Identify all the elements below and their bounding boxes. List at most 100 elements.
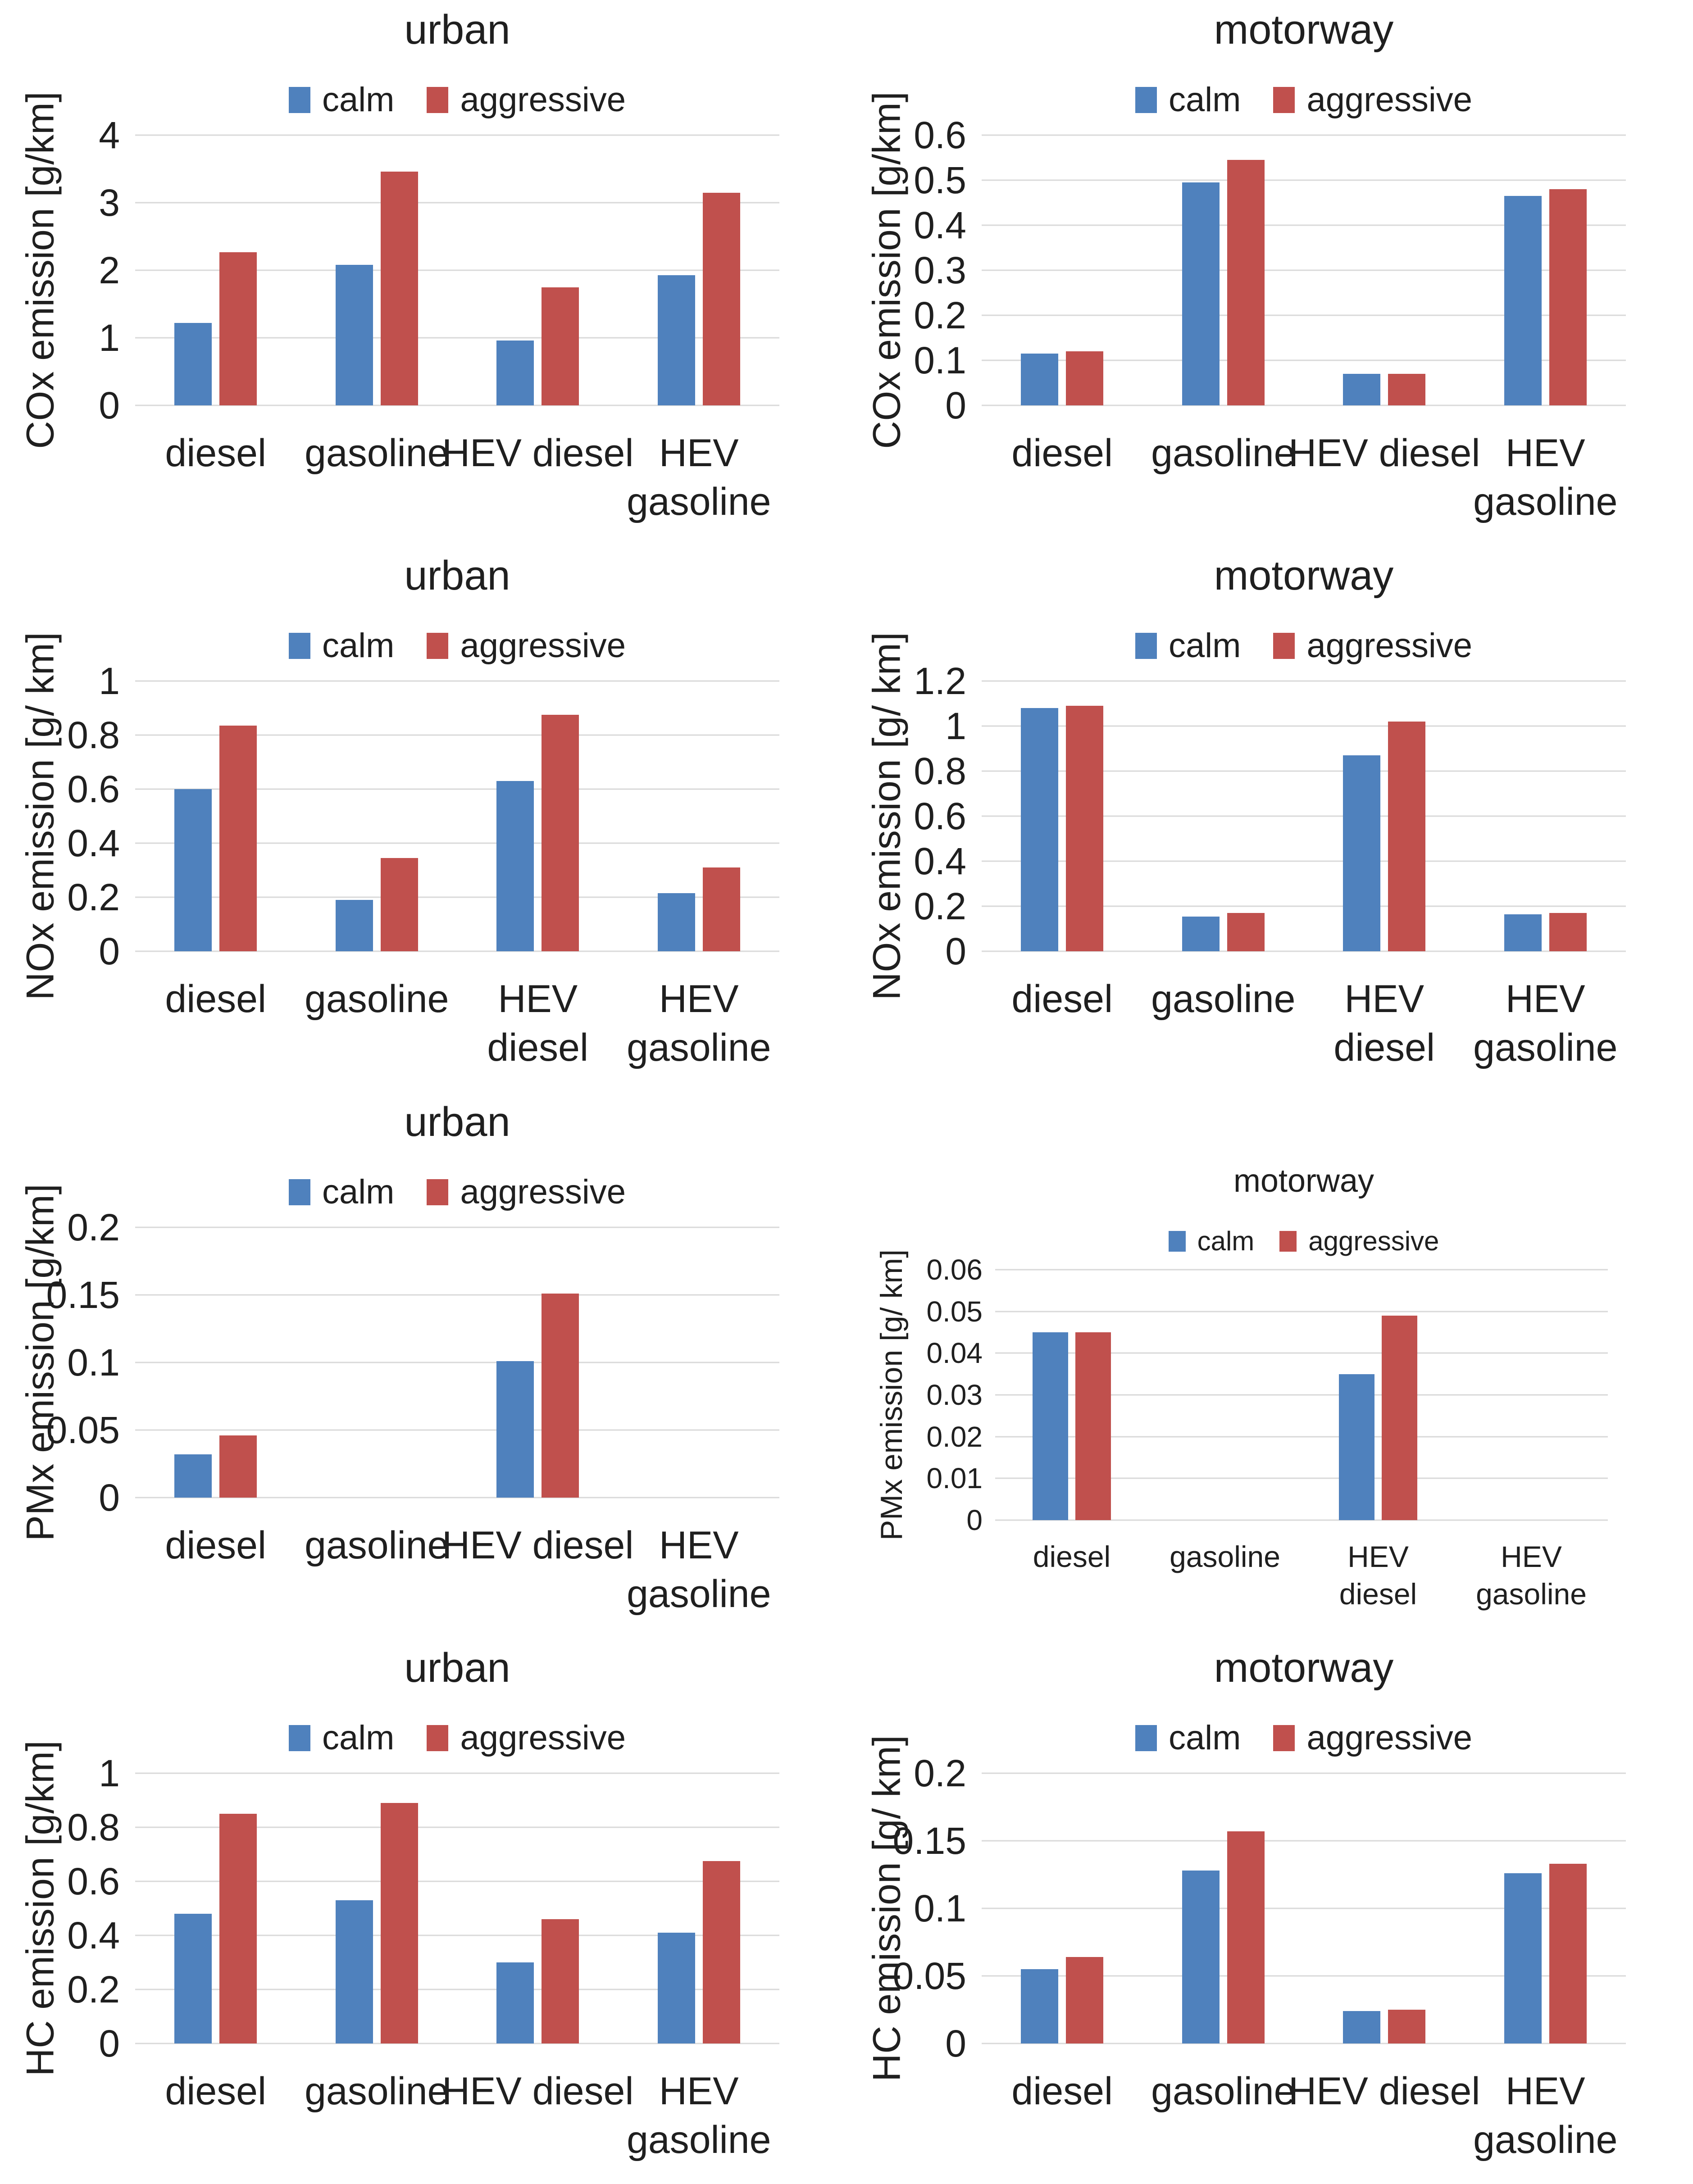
y-tick-label: 0.05: [892, 1955, 967, 1997]
gridline: [982, 815, 1626, 817]
x-category-label-diesel: diesel: [165, 431, 267, 475]
x-category-label-hev-diesel: HEV diesel: [442, 431, 634, 475]
y-tick-label: 0: [966, 1504, 983, 1536]
chart-cox-motorway: motorway calm aggressive COx emission [g/…: [846, 0, 1693, 546]
y-tick-label: 0: [99, 1476, 120, 1519]
y-tick-label: 1: [99, 1752, 120, 1794]
bar-hev-diesel-calm: [496, 1962, 534, 2043]
chart-title: urban: [404, 1099, 510, 1145]
x-category-label-hev-diesel: HEV diesel: [442, 1524, 634, 1567]
y-axis-label: PMx emission [g/ km]: [874, 1249, 909, 1541]
y-tick-label: 0.1: [914, 339, 966, 381]
legend-swatch-calm: [289, 1179, 310, 1205]
bar-gasoline-calm: [1182, 916, 1220, 951]
x-category-label-diesel: diesel: [1011, 431, 1113, 475]
y-tick-label: 0.2: [914, 1752, 966, 1794]
legend-swatch-calm: [289, 1725, 310, 1751]
x-category-label-gasoline: gasoline: [305, 2070, 449, 2113]
y-tick-label: 0: [945, 2022, 966, 2065]
y-tick-label: 0.6: [67, 1860, 120, 1902]
legend-item-calm: calm: [1168, 1226, 1254, 1257]
gridline: [135, 680, 779, 682]
legend-label-aggressive: aggressive: [460, 1173, 626, 1211]
x-category-label-diesel: diesel: [1011, 977, 1113, 1021]
legend-swatch-calm: [1135, 86, 1157, 113]
y-tick-label: 0.6: [914, 795, 966, 837]
y-tick-label: 0.8: [67, 1806, 120, 1848]
bar-hev-diesel-calm: [1343, 2011, 1381, 2043]
bar-hev-gasoline-aggressive: [1549, 189, 1587, 405]
legend-swatch-aggressive: [427, 1179, 449, 1205]
x-category-label-hev-diesel: HEV diesel: [1288, 431, 1480, 475]
x-category-label-hev-gasoline: HEV gasoline: [627, 2070, 771, 2162]
bar-diesel-calm: [1021, 1969, 1059, 2043]
plot-area: 0 0.05 0.1 0.15 0.2 diesel gasoline HEV diesel H…: [893, 1754, 1626, 2161]
bar-gasoline-calm: [1182, 182, 1220, 405]
legend-label-calm: calm: [322, 627, 395, 665]
y-tick-label: 0.02: [926, 1420, 983, 1453]
bar-gasoline-aggressive: [1227, 913, 1265, 951]
x-category-label-gasoline: gasoline: [305, 977, 449, 1021]
gridline: [982, 725, 1626, 727]
gridline: [982, 359, 1626, 361]
gridline: [135, 269, 779, 271]
gridline: [982, 860, 1626, 862]
x-category-label-hev-diesel: HEV diesel: [1288, 2070, 1480, 2113]
gridline: [982, 1840, 1626, 1842]
gridline: [982, 134, 1626, 136]
gridline: [135, 788, 779, 790]
bar-diesel-aggressive: [219, 252, 257, 405]
y-tick-label: 0.2: [914, 294, 966, 336]
chart-title: motorway: [1214, 1645, 1394, 1691]
legend-item-aggressive: aggressive: [427, 1172, 626, 1212]
gridline: [135, 1429, 779, 1431]
bar-diesel-aggressive: [1075, 1332, 1111, 1520]
legend-swatch-calm: [1168, 1230, 1186, 1252]
y-tick-label: 0.2: [67, 1968, 120, 2011]
plot-area: 0 0.01 0.02 0.03 0.04 0.05 0.06 diesel gasoline H…: [926, 1255, 1608, 1611]
legend-item-aggressive: aggressive: [1279, 1226, 1439, 1257]
x-category-label-gasoline: gasoline: [1151, 977, 1296, 1021]
gridline: [982, 404, 1626, 406]
gridline: [982, 1975, 1626, 1977]
x-category-label-hev-gasoline: HEV gasoline: [1473, 2070, 1618, 2162]
chart-nox-motorway: motorway calm aggressive NOx emission [g/…: [846, 546, 1693, 1092]
chart-cox-urban: urban calm aggressive COx emission [g/km]…: [0, 0, 846, 546]
y-tick-label: 0.15: [46, 1274, 120, 1316]
chart-nox-urban: urban calm aggressive NOx emission [g/ km…: [0, 546, 846, 1092]
bar-diesel-calm: [174, 1454, 212, 1498]
gridline: [135, 1934, 779, 1936]
x-category-label-hev-gasoline: HEV gasoline: [627, 977, 771, 1070]
bar-diesel-calm: [174, 323, 212, 405]
bar-gasoline-aggressive: [1227, 160, 1265, 405]
legend-swatch-calm: [289, 86, 310, 113]
bar-hev-gasoline-calm: [657, 893, 695, 951]
gridline: [995, 1436, 1608, 1438]
x-category-label-diesel: diesel: [165, 1524, 267, 1567]
gridline: [135, 1826, 779, 1828]
bar-diesel-aggressive: [219, 726, 257, 951]
y-tick-label: 1.2: [914, 660, 966, 702]
bar-diesel-aggressive: [1066, 1957, 1104, 2043]
y-tick-label: 3: [99, 182, 120, 224]
bar-gasoline-aggressive: [380, 1803, 418, 2043]
bar-hev-diesel-calm: [1343, 374, 1381, 405]
y-tick-label: 0.8: [914, 750, 966, 792]
gridline: [135, 1497, 779, 1498]
gridline: [135, 1362, 779, 1363]
bar-hev-gasoline-calm: [657, 275, 695, 405]
y-tick-label: 1: [99, 317, 120, 359]
bar-hev-diesel-calm: [496, 341, 534, 405]
legend-label-aggressive: aggressive: [1306, 81, 1472, 119]
x-category-label-gasoline: gasoline: [1151, 2070, 1296, 2113]
legend-label-aggressive: aggressive: [1306, 1719, 1472, 1757]
x-category-label-hev-gasoline: HEV gasoline: [1476, 1540, 1587, 1611]
chart-legend: calm aggressive: [982, 626, 1626, 665]
legend-item-calm: calm: [289, 80, 394, 119]
y-tick-label: 0.01: [926, 1462, 983, 1495]
y-tick-label: 0.2: [67, 1206, 120, 1249]
gridline: [135, 202, 779, 204]
legend-item-calm: calm: [289, 626, 394, 665]
gridline: [135, 134, 779, 136]
bar-diesel-calm: [174, 1914, 212, 2043]
